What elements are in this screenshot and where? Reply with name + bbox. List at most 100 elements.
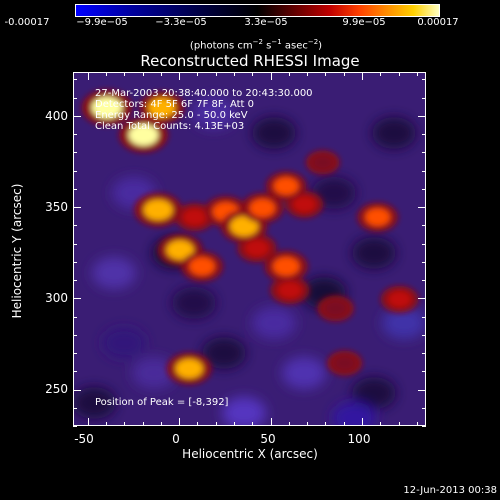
- x-axis-label: Heliocentric X (arcsec): [182, 447, 318, 461]
- axis-tick-mark: [422, 353, 426, 354]
- source-core: [166, 240, 194, 260]
- colorbar-tick-label: −9.9e−05: [76, 17, 128, 28]
- source-core: [365, 208, 390, 226]
- axis-tick-mark: [73, 134, 77, 136]
- source-core: [324, 300, 347, 317]
- background-texture-spot: [132, 357, 176, 389]
- source-core: [277, 281, 302, 299]
- background-texture-spot: [92, 257, 136, 289]
- axis-tick-mark: [422, 334, 426, 336]
- axis-tick-mark: [160, 422, 162, 426]
- axis-tick-mark: [215, 422, 217, 426]
- source-core: [312, 155, 333, 170]
- source-core: [128, 124, 159, 146]
- background-texture-spot: [312, 177, 356, 209]
- axis-tick-mark: [422, 79, 426, 81]
- axis-tick-mark: [252, 422, 254, 426]
- background-texture-spot: [252, 117, 296, 149]
- background-texture-spot: [352, 237, 396, 269]
- axis-tick-mark: [124, 72, 126, 76]
- axis-tick-mark: [418, 207, 426, 209]
- axis-tick-mark: [422, 280, 426, 282]
- axis-tick-mark: [288, 422, 290, 426]
- axis-tick-mark: [233, 72, 235, 76]
- axis-tick-mark: [73, 371, 77, 373]
- source-core: [143, 199, 173, 221]
- axis-tick-mark: [73, 261, 77, 263]
- chart-title: Reconstructed RHESSI Image: [140, 52, 360, 70]
- axis-tick-mark: [73, 152, 77, 154]
- background-texture-spot: [282, 357, 326, 389]
- background-texture-spot: [202, 337, 246, 369]
- axis-tick-mark: [252, 72, 254, 76]
- annotation-method-counts: Clean Total Counts: 4.13E+03: [95, 121, 245, 132]
- source-core: [245, 239, 269, 257]
- axis-tick-mark: [73, 353, 77, 354]
- axis-tick-mark: [73, 280, 77, 282]
- axis-tick-mark: [416, 422, 418, 426]
- x-tick-label: 50: [260, 432, 276, 446]
- y-tick-label: 300: [45, 291, 68, 305]
- y-tick-label: 400: [45, 109, 68, 123]
- axis-tick-mark: [307, 422, 309, 426]
- background-texture-spot: [222, 397, 266, 425]
- footer-date: 12-Jun-2013 00:38: [403, 485, 497, 496]
- heatmap-image: [74, 73, 425, 425]
- source-core: [292, 196, 316, 213]
- x-tick-label: 0: [172, 432, 180, 446]
- axis-tick-mark: [398, 422, 400, 426]
- source-core: [230, 216, 259, 237]
- axis-tick-mark: [215, 72, 217, 76]
- axis-tick-mark: [73, 426, 77, 427]
- axis-tick-mark: [325, 422, 327, 426]
- axis-tick-mark: [105, 72, 107, 76]
- background-texture-spot: [172, 287, 216, 319]
- source-core: [334, 355, 356, 371]
- axis-tick-mark: [124, 422, 126, 426]
- source-core: [249, 199, 276, 218]
- axis-tick-mark: [73, 207, 81, 209]
- x-tick-label: 100: [347, 432, 371, 446]
- axis-tick-mark: [105, 422, 107, 426]
- axis-tick-mark: [422, 243, 426, 245]
- colorbar-tick-label: −3.3e−05: [155, 17, 207, 28]
- axis-tick-mark: [422, 261, 426, 263]
- axis-tick-mark: [422, 188, 426, 190]
- axis-tick-mark: [325, 72, 327, 76]
- source-core: [148, 98, 176, 118]
- axis-tick-mark: [422, 426, 426, 427]
- source-core: [175, 359, 203, 379]
- annotation-time-range: 27-Mar-2003 20:38:40.000 to 20:43:30.000: [95, 88, 313, 99]
- axis-tick-mark: [73, 298, 81, 300]
- axis-tick-mark: [270, 72, 272, 80]
- annotation-detectors: Detectors: 4F 5F 6F 7F 8F, Att 0: [95, 99, 255, 110]
- source-core: [272, 257, 300, 276]
- axis-tick-mark: [422, 170, 426, 172]
- axis-tick-mark: [380, 72, 382, 76]
- background-texture-spot: [372, 117, 416, 149]
- x-tick-label: -50: [74, 432, 94, 446]
- background-texture-spot: [252, 307, 296, 339]
- axis-tick-mark: [87, 418, 89, 426]
- axis-tick-mark: [422, 134, 426, 136]
- axis-tick-mark: [160, 72, 162, 76]
- background-texture-spot: [102, 327, 146, 359]
- y-axis-label: Heliocentric Y (arcsec): [10, 183, 24, 319]
- axis-tick-mark: [418, 389, 426, 391]
- background-texture-spot: [382, 307, 425, 339]
- y-tick-label: 350: [45, 200, 68, 214]
- axis-tick-mark: [197, 72, 199, 76]
- axis-tick-mark: [73, 316, 77, 318]
- axis-tick-mark: [422, 371, 426, 373]
- axis-tick-mark: [418, 298, 426, 300]
- colorbar-tick-label: 3.3e−05: [244, 17, 288, 28]
- axis-tick-mark: [73, 79, 77, 81]
- axis-tick-mark: [422, 316, 426, 318]
- source-core: [388, 291, 412, 308]
- axis-tick-mark: [73, 389, 81, 391]
- axis-tick-mark: [398, 72, 400, 76]
- annotation-energy-range: Energy Range: 25.0 - 50.0 keV: [95, 110, 248, 121]
- axis-tick-mark: [179, 72, 181, 80]
- axis-tick-mark: [288, 72, 290, 76]
- axis-tick-mark: [361, 72, 363, 80]
